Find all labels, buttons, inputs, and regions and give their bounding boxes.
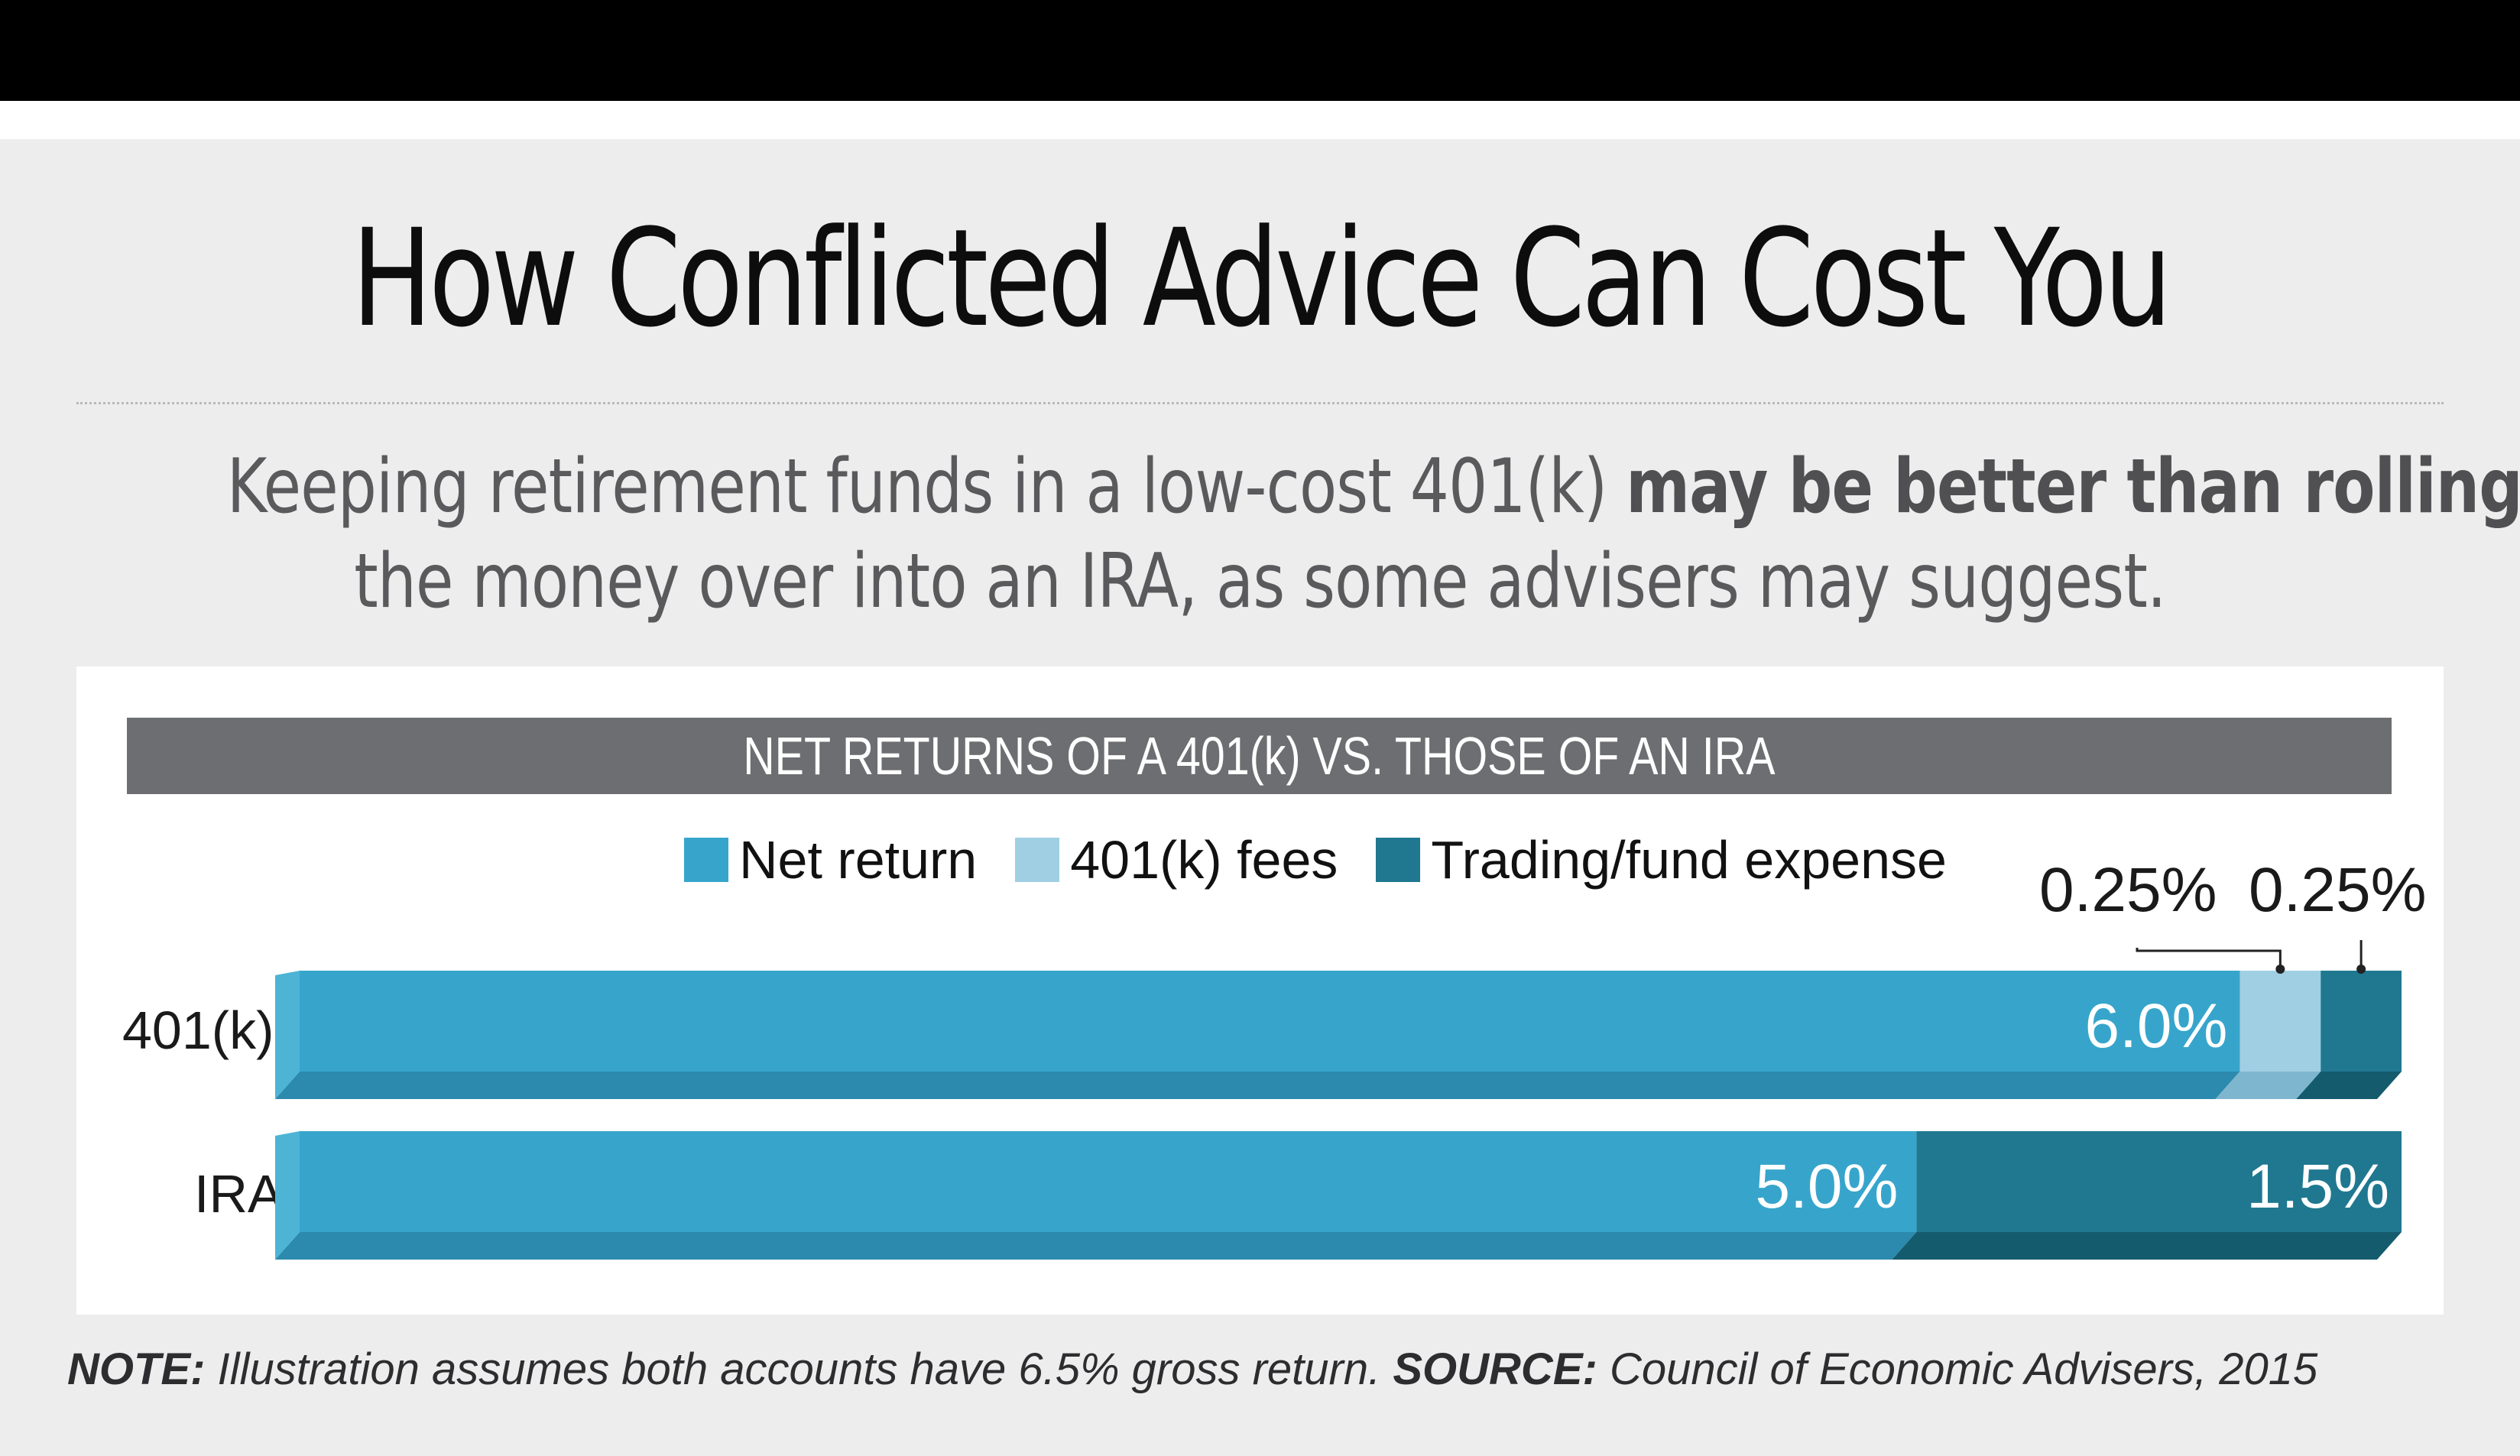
bar-bottom-face-ira-s0	[275, 1232, 1917, 1260]
subtitle-line-1-bold: may be better than rolling	[1626, 443, 2520, 530]
legend-label-401k-fees: 401(k) fees	[1070, 830, 1338, 890]
value-label-401k-net-return: 6.0%	[2085, 991, 2228, 1061]
bar-segment-401k-s0	[300, 971, 2240, 1072]
bar-bottom-face-401k-s0	[275, 1072, 2240, 1099]
callout-label-401k-fees: 0.25%	[2039, 855, 2217, 925]
chart-footnote: NOTE: Illustration assumes both accounts…	[67, 1344, 2317, 1395]
value-label-ira-trading-expense: 1.5%	[2246, 1152, 2389, 1221]
top-black-bar	[0, 0, 2520, 101]
callout-dot-401k-fees	[2275, 965, 2285, 974]
dotted-divider	[76, 402, 2444, 404]
bar-segment-ira-s0	[300, 1131, 1917, 1232]
bar-segment-401k-s2	[2321, 971, 2402, 1072]
legend-label-trading-expense: Trading/fund expense	[1431, 830, 1947, 890]
category-label-ira: IRA	[194, 1164, 284, 1224]
legend-swatch-net-return	[684, 838, 728, 882]
legend-swatch-trading-expense	[1376, 838, 1421, 882]
note-text: Illustration assumes both accounts have …	[205, 1344, 1393, 1394]
callout-dot-401k-trading	[2356, 965, 2366, 974]
value-label-ira-net-return: 5.0%	[1755, 1152, 1898, 1221]
bar-endcap-401k	[275, 971, 300, 1099]
legend-item-net-return: Net return	[684, 829, 977, 890]
bar-bottom-face-401k-s1	[2215, 1072, 2321, 1099]
chart-title: NET RETURNS OF A 401(k) VS. THOSE OF AN …	[743, 726, 1776, 786]
callout-leader-401k-fees	[2136, 948, 2282, 969]
legend-item-trading-expense: Trading/fund expense	[1376, 829, 1947, 890]
chart-legend: Net return 401(k) fees Trading/fund expe…	[684, 825, 1985, 894]
bar-endcap-ira	[275, 1131, 300, 1260]
bar-segment-401k-s1	[2239, 971, 2321, 1072]
page-title: How Conflicted Advice Can Cost You	[351, 200, 2172, 357]
legend-label-net-return: Net return	[739, 830, 978, 890]
bar-bottom-face-401k-s2	[2296, 1072, 2402, 1099]
chart-title-bar: NET RETURNS OF A 401(k) VS. THOSE OF AN …	[127, 718, 2392, 794]
callout-label-401k-trading: 0.25%	[2249, 855, 2427, 925]
source-text: Council of Economic Advisers, 2015	[1597, 1344, 2318, 1394]
subtitle-line-1-plain: Keeping retirement funds in a low-cost 4…	[226, 443, 1626, 530]
subtitle-line-2: the money over into an IRA, as some advi…	[354, 538, 2166, 625]
legend-swatch-401k-fees	[1015, 838, 1060, 882]
subtitle: Keeping retirement funds in a low-cost 4…	[226, 439, 2520, 629]
source-label: SOURCE:	[1393, 1344, 1597, 1394]
legend-item-401k-fees: 401(k) fees	[1015, 829, 1338, 890]
bar-segment-ira-s2	[1916, 1131, 2402, 1232]
bar-bottom-face-ira-s2	[1892, 1232, 2402, 1260]
note-label: NOTE:	[67, 1344, 206, 1394]
subtitle-line-1: Keeping retirement funds in a low-cost 4…	[226, 439, 2520, 534]
category-label-401k: 401(k)	[122, 1000, 274, 1060]
